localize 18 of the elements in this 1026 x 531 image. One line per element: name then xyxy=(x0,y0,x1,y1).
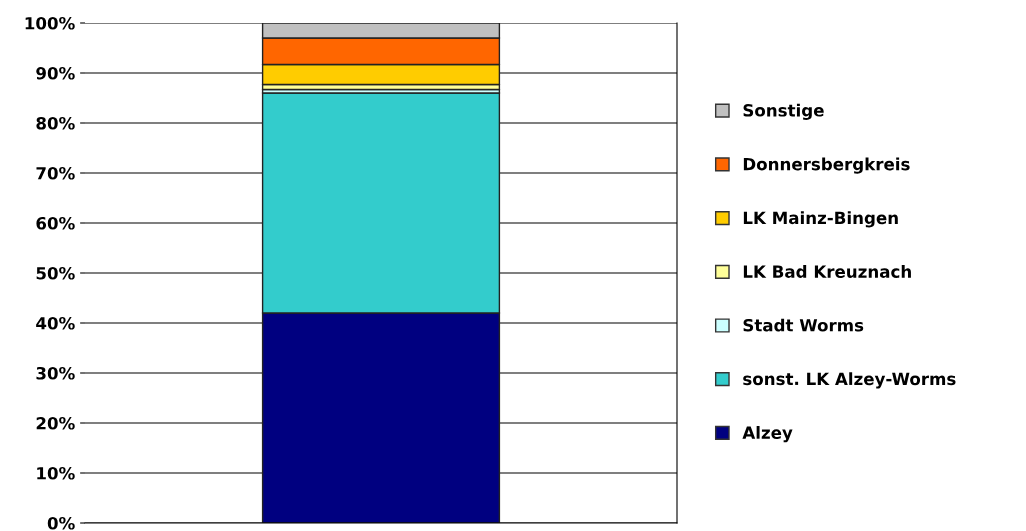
y-tick-label: 30% xyxy=(36,366,75,380)
y-tick-label: 70% xyxy=(36,166,75,180)
y-tick-label: 10% xyxy=(37,466,75,480)
legend-label: LK Mainz-Bingen xyxy=(743,211,898,228)
legend-label: Sonstige xyxy=(743,103,824,120)
legend-label: sonst. LK Alzey-Worms xyxy=(743,372,956,389)
legend-label: Alzey xyxy=(742,426,793,443)
y-tick-label: 90% xyxy=(36,66,75,80)
legend-label: Donnersbergkreis xyxy=(743,157,910,174)
y-tick-label: 50% xyxy=(36,266,75,280)
y-tick-label: 0% xyxy=(47,516,75,530)
legend-label: LK Bad Kreuznach xyxy=(743,265,911,278)
legend-label: Stadt Worms xyxy=(743,318,864,332)
y-tick-label: 20% xyxy=(36,416,75,430)
y-tick-label: 80% xyxy=(36,116,75,130)
y-tick-label: 40% xyxy=(36,316,75,330)
y-tick-label: 60% xyxy=(36,216,75,230)
y-tick-label: 100% xyxy=(25,16,75,30)
